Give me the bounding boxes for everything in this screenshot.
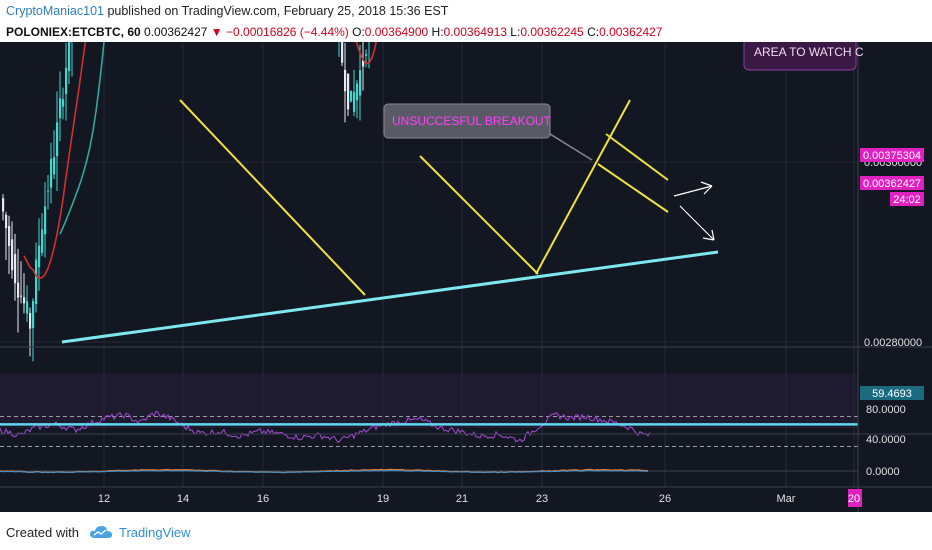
candle-body-16 — [47, 190, 50, 192]
time-tick-7: Mar — [777, 493, 796, 505]
time-tick-3: 19 — [377, 493, 389, 505]
high-label: H: — [431, 25, 444, 39]
candle-body-11 — [32, 301, 35, 329]
candle-body-13 — [38, 245, 41, 268]
candle-body-15 — [44, 206, 47, 235]
yellow-trendline-4 — [597, 163, 669, 213]
rsi-value-tag — [860, 386, 924, 400]
candle-body-118 — [353, 91, 356, 112]
time-tick-1: 14 — [177, 493, 189, 505]
candle-body-20 — [59, 98, 62, 119]
candle-body-119 — [356, 83, 359, 101]
publish-info: CryptoManiac101 published on TradingView… — [6, 4, 448, 18]
candle-body-10 — [29, 313, 32, 329]
candle-body-23 — [68, 30, 71, 72]
time-axis: 12 14 16 19 21 23 26 Mar 20 — [98, 489, 862, 507]
tradingview-link[interactable]: TradingView — [118, 524, 191, 540]
candle-body-17 — [50, 158, 53, 188]
high-value: 0.00364913 — [443, 25, 507, 39]
price-change: −0.00016826 (−4.44%) — [226, 25, 349, 39]
candle-body-19 — [56, 122, 59, 157]
open-value: 0.00364900 — [364, 25, 429, 39]
yellow-trendline-3 — [605, 133, 669, 181]
area-to-watch: AREA TO WATCH C — [743, 35, 864, 71]
countdown-tag — [890, 192, 924, 206]
author-link[interactable]: CryptoManiac101 — [6, 4, 104, 18]
candle-body-117 — [350, 90, 353, 102]
up-arrow-icon — [673, 181, 713, 197]
published-text: published on TradingView.com, February 2… — [107, 4, 449, 18]
tradingview-cloud-icon — [89, 526, 112, 538]
candle-body-14 — [41, 229, 44, 253]
time-tick-highlight — [848, 489, 862, 507]
candle-body-22 — [65, 67, 68, 95]
price-chart[interactable]: 0.004200000.004000000.003800000.00340000… — [0, 0, 932, 512]
time-tick-4: 21 — [456, 493, 468, 505]
symbol-ohlc-line: POLONIEX:ETCBTC, 60 0.00362427 ▼ −0.0001… — [6, 25, 662, 39]
resistance-tag — [860, 148, 924, 162]
candle-body-120 — [359, 70, 362, 96]
low-value: 0.00362245 — [520, 25, 584, 39]
rsi-pane — [0, 410, 858, 447]
yellow-trendline-2 — [535, 99, 631, 275]
indicator-tick-0: 0.0000 — [866, 466, 900, 478]
candle-body-2 — [5, 214, 8, 229]
last-price: 0.00362427 — [144, 25, 208, 39]
candle-body-121 — [362, 59, 365, 67]
time-tick-8: 20 — [848, 493, 860, 505]
callout-box — [383, 103, 551, 139]
close-label: C: — [587, 25, 600, 39]
candle-body-115 — [344, 69, 347, 92]
candle-body-21 — [62, 99, 65, 107]
annotation-callout: UNSUCCESFUL BREAKOUT — [383, 103, 593, 161]
down-arrow-icon — [679, 205, 715, 241]
yellow-trendline-0 — [179, 99, 366, 296]
callout-pointer — [549, 133, 593, 161]
indicator-line-slow — [0, 470, 649, 474]
candle-body-3 — [8, 225, 11, 246]
candle-body-1 — [2, 198, 5, 212]
time-tick-6: 26 — [659, 493, 671, 505]
candle-body-116 — [347, 73, 350, 110]
rsi-tick-1: 40.0000 — [866, 434, 906, 446]
candle-body-7 — [20, 295, 23, 297]
lower-indicator-pane — [0, 468, 858, 474]
rsi-line — [0, 410, 651, 444]
open-label: O: — [352, 25, 365, 39]
ascending-trendline — [61, 250, 719, 344]
callout-text: UNSUCCESFUL BREAKOUT — [392, 114, 552, 128]
time-tick-2: 16 — [257, 493, 269, 505]
time-tick-5: 23 — [536, 493, 548, 505]
candle-body-6 — [17, 282, 20, 298]
candle-body-8 — [23, 297, 26, 304]
symbol-label: POLONIEX:ETCBTC, 60 — [6, 25, 141, 39]
rsi-band — [0, 373, 858, 428]
down-arrow-icon: ▼ — [210, 25, 223, 39]
rsi-value-tag-text: 59.4693 — [872, 388, 912, 400]
candle-body-122 — [365, 53, 368, 56]
candle-body-4 — [11, 239, 14, 271]
close-value: 0.00362427 — [599, 25, 663, 39]
footer: Created with TradingView — [6, 520, 191, 544]
rsi-tick-0: 80.0000 — [866, 404, 906, 416]
price-tags: 0.00375304 0.00362427 24:02 59.4693 — [860, 148, 924, 400]
grid-lines — [0, 42, 858, 487]
last-price-tag — [860, 176, 924, 190]
candle-body-18 — [53, 157, 56, 175]
candle-body-5 — [14, 254, 17, 284]
chart-area[interactable]: 0.004200000.004000000.003800000.00340000… — [0, 0, 932, 512]
time-tick-0: 12 — [98, 493, 110, 505]
countdown-tag-text: 24:02 — [893, 194, 921, 206]
candle-body-9 — [26, 301, 29, 314]
price-tick-6: 0.00280000 — [864, 337, 922, 349]
area-box-text: AREA TO WATCH C — [754, 45, 864, 59]
candle-body-114 — [341, 38, 344, 63]
created-with-label: Created with — [6, 524, 79, 540]
drawings — [61, 99, 719, 344]
yellow-trendline-1 — [419, 155, 539, 275]
resistance-tag-text: 0.00375304 — [863, 150, 921, 162]
low-label: L: — [510, 25, 521, 39]
candle-body-12 — [35, 259, 38, 305]
last-price-tag-text: 0.00362427 — [863, 178, 921, 190]
